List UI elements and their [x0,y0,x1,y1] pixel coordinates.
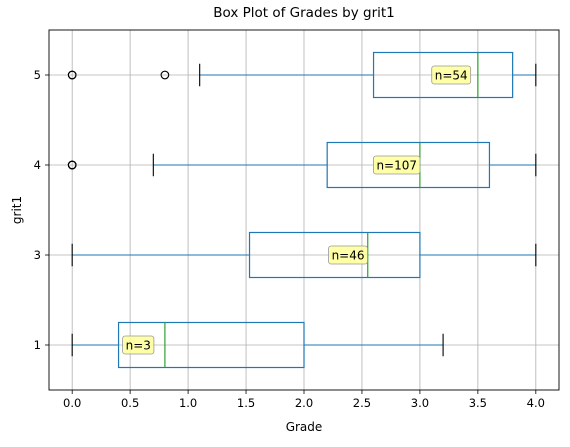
count-label: n=46 [332,249,365,263]
count-label-box [373,155,421,175]
outlier-point [67,160,77,170]
x-axis-label: Grade [286,420,323,434]
count-label-box [122,335,155,355]
x-tick-label: 2.0 [295,396,313,410]
y-tick-label: 4 [34,158,41,172]
count-annotation: n=54 [431,65,472,85]
x-tick-label: 3.5 [469,396,487,410]
count-annotation: n=3 [122,335,155,355]
y-axis-label: grit1 [10,196,24,224]
box-iqr [326,141,491,189]
axis-layer: 0.0 0.5 1.0 1.5 2.0 2.5 3.0 3.5 4.0 1 3 4 5 [34,68,545,410]
x-tick-label: 4.0 [527,396,545,410]
count-label-box [328,245,368,265]
outlier-point [67,70,77,80]
y-tick-label: 5 [34,68,41,82]
chart-title: Box Plot of Grades by grit1 [213,5,395,21]
box-layer [67,51,537,369]
x-tick-label: 3.0 [411,396,429,410]
y-tick-label: 3 [34,248,41,262]
outlier-point [160,70,170,80]
y-tick-label: 1 [34,338,41,352]
x-tick-label: 2.5 [353,396,371,410]
box-iqr [372,51,514,99]
x-tick-label: 0.5 [121,396,139,410]
box-iqr [117,321,305,369]
count-label: n=54 [435,69,468,83]
x-tick-label: 1.0 [179,396,197,410]
annotation-layer: n=3 n=46 n=107 n=54 [122,65,472,355]
count-annotation: n=46 [328,245,368,265]
count-label: n=3 [126,339,151,353]
box-iqr [248,231,421,279]
count-annotation: n=107 [373,155,421,175]
x-tick-label: 1.5 [237,396,255,410]
count-label: n=107 [376,159,417,173]
x-tick-label: 0.0 [63,396,81,410]
count-label-box [431,65,472,85]
